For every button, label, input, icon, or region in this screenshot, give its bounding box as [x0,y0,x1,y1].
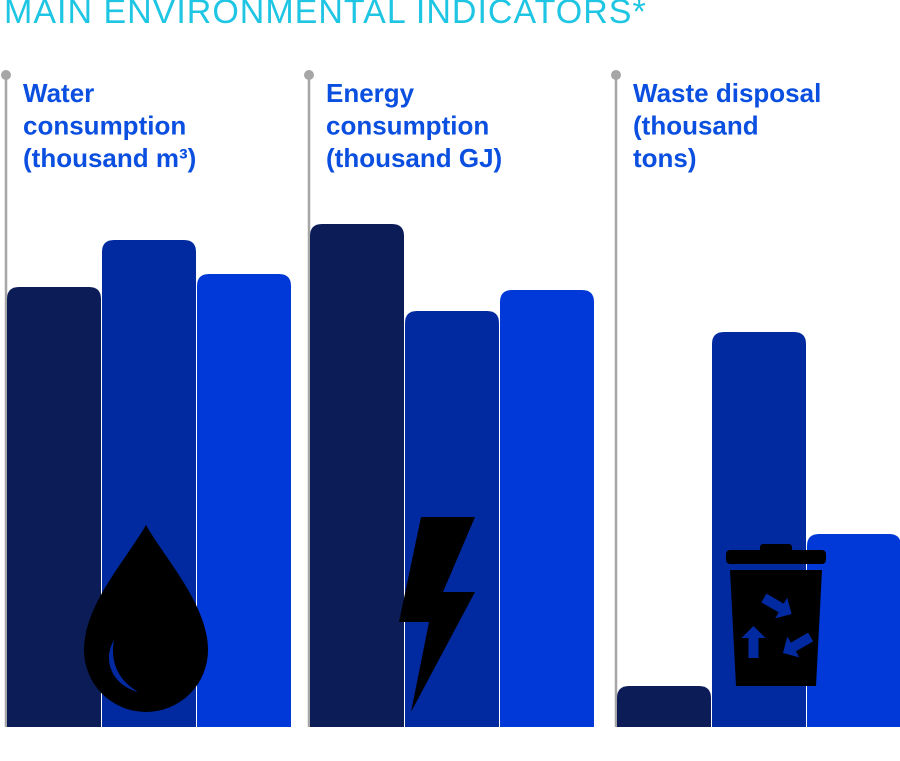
lightning-bolt-shape [399,517,475,712]
panel-title-line: consumption [23,111,186,141]
bar [197,274,291,727]
panel-axis-dot [611,70,621,80]
recycle-bin-icon [726,544,826,686]
panel-title-line: (thousand GJ) [326,143,502,173]
water-drop-icon [84,525,208,712]
panel-title-line: (thousand [633,111,759,141]
page-title: MAIN ENVIRONMENTAL INDICATORS* [4,0,647,31]
panel-title-line: consumption [326,111,489,141]
recycle-arrow [741,626,766,658]
bin-body [730,570,822,686]
recycle-arrow [782,632,814,658]
bin-lid [726,550,826,564]
panel-title-line: Waste disposal [633,78,821,108]
panel-title-line: tons) [633,143,697,173]
panel-axis-dot [304,70,314,80]
panel-title-line: Energy [326,78,415,108]
panel-title-line: Water [23,78,94,108]
bar [617,686,711,727]
water-drop-highlight [108,640,138,692]
recycle-arrow [761,593,792,619]
panel-title-line: (thousand m³) [23,143,196,173]
bar [500,290,594,727]
panel-axis-dot [1,70,11,80]
bar [310,224,404,727]
lightning-bolt-icon [399,517,475,712]
bar [807,534,900,727]
bar [7,287,101,727]
